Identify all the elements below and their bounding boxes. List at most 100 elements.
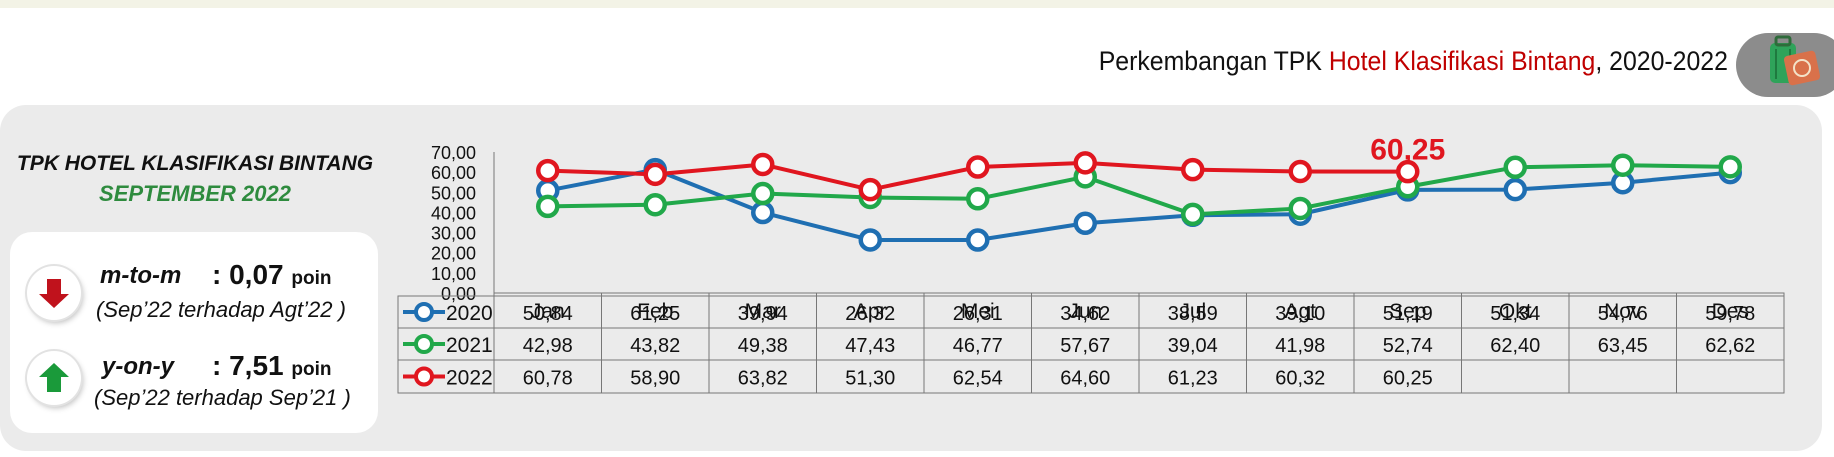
data-table-cell: 34,62 — [1060, 303, 1110, 325]
mtom-note: (Sep’22 terhadap Agt’22 ) — [96, 297, 346, 322]
y-tick-label: 10,00 — [431, 264, 476, 284]
data-point-2020 — [966, 228, 990, 252]
data-table-cell: 39,10 — [1275, 303, 1325, 325]
data-point-2022 — [1073, 151, 1097, 175]
data-point-2021 — [536, 194, 560, 219]
mtom-unit: poin — [291, 268, 332, 289]
series-line-2021 — [547, 163, 1731, 217]
data-table-cell: 38,59 — [1168, 303, 1218, 325]
arrow-down-icon — [39, 279, 69, 308]
page-title: Perkembangan TPK Hotel Klasifikasi Binta… — [1099, 46, 1728, 77]
data-point-2021 — [966, 187, 990, 211]
data-table-cell: 41,98 — [1275, 335, 1325, 357]
y-tick-label: 70,00 — [431, 143, 476, 163]
indicator-card — [10, 232, 378, 433]
legend-marker — [414, 334, 434, 354]
data-point-2022 — [1181, 157, 1205, 182]
data-table-cell: 51,34 — [1490, 303, 1540, 325]
mtom-label: m-to-m — [100, 262, 182, 289]
data-point-2021 — [1503, 155, 1527, 180]
mtom-indicator — [27, 266, 81, 320]
yony-note: (Sep’22 terhadap Sep’21 ) — [94, 385, 351, 410]
data-table-cell: 62,54 — [953, 368, 1003, 390]
data-table-cell: 42,98 — [523, 335, 573, 357]
top-strip — [0, 0, 1834, 8]
yony-unit: poin — [291, 359, 332, 380]
legend-label: 2020 — [446, 302, 493, 325]
data-table-cell: 57,67 — [1060, 335, 1110, 357]
data-point-2021 — [1288, 196, 1312, 221]
mtom-number: : 0,07 — [212, 259, 284, 290]
yony-value: : 7,51 poin — [212, 350, 332, 382]
x-category-label: Nov — [1604, 300, 1642, 323]
data-table-cell: 58,90 — [630, 368, 680, 390]
data-table-cell: 61,25 — [630, 303, 680, 325]
legend-label: 2022 — [446, 367, 493, 390]
data-table-cell: 49,38 — [738, 335, 788, 357]
data-table-cell: 52,74 — [1383, 335, 1433, 357]
legend-label: 2021 — [446, 334, 493, 357]
data-table-cell: 62,40 — [1490, 335, 1540, 357]
x-category-label: Apr — [854, 300, 887, 323]
data-point-2022 — [1288, 159, 1312, 184]
data-point-2022 — [1396, 159, 1420, 184]
y-tick-label: 0,00 — [441, 284, 476, 304]
data-table-cell: 47,43 — [845, 335, 895, 357]
data-table-cell: 50,84 — [523, 303, 573, 325]
data-table-cell: 60,78 — [523, 368, 573, 390]
data-point-2022 — [858, 177, 882, 202]
data-point-2021 — [1611, 153, 1635, 177]
title-suffix: , 2020-2022 — [1595, 46, 1728, 76]
data-table-cell: 63,82 — [738, 368, 788, 390]
arrow-up-icon — [39, 363, 69, 392]
yony-number: : 7,51 — [212, 350, 284, 381]
x-category-label: Jul — [1179, 300, 1206, 323]
data-table-cell: 60,32 — [1275, 368, 1325, 390]
data-table-cell: 54,76 — [1598, 303, 1648, 325]
title-highlight: Hotel Klasifikasi Bintang — [1328, 46, 1596, 76]
title-prefix: Perkembangan TPK — [1098, 46, 1329, 76]
luggage-passport-icon — [1770, 35, 1821, 86]
data-point-2021 — [1718, 155, 1742, 179]
data-table-cell: 26,32 — [845, 303, 895, 325]
mtom-value: : 0,07 poin — [212, 259, 332, 291]
data-table-cell: 39,94 — [738, 303, 788, 325]
data-table-cell: 51,19 — [1383, 303, 1433, 325]
data-table-cell: 59,78 — [1705, 303, 1755, 325]
x-category-label: Feb — [637, 300, 673, 323]
y-tick-label: 50,00 — [431, 183, 476, 203]
data-point-2022 — [751, 152, 775, 177]
x-category-label: Des — [1712, 300, 1749, 323]
data-table-cell: 62,62 — [1705, 335, 1755, 357]
legend-marker — [414, 366, 434, 387]
series-line-2020 — [547, 167, 1731, 243]
x-category-label: Sep — [1389, 300, 1426, 323]
y-tick-label: 30,00 — [431, 224, 476, 244]
data-point-2020 — [858, 228, 882, 252]
y-tick-label: 20,00 — [431, 244, 476, 264]
data-point-2020 — [1503, 177, 1527, 202]
data-point-2022 — [966, 155, 990, 179]
x-category-label: Jan — [531, 300, 565, 323]
data-point-2020 — [1073, 211, 1097, 236]
x-category-label: Mei — [961, 300, 995, 323]
data-point-2022 — [536, 158, 560, 183]
data-point-2020 — [751, 200, 775, 225]
data-table-cell: 26,31 — [953, 303, 1003, 325]
data-table-cell: 61,23 — [1168, 368, 1218, 390]
x-category-label: Mar — [745, 300, 781, 323]
y-tick-label: 40,00 — [431, 203, 476, 223]
data-point-2022 — [643, 162, 667, 187]
x-category-label: Agt — [1284, 300, 1316, 323]
data-table-cell: 64,60 — [1060, 368, 1110, 390]
x-category-label: Okt — [1499, 300, 1532, 323]
data-table-cell: 63,45 — [1598, 335, 1648, 357]
y-tick-label: 60,00 — [431, 163, 476, 183]
data-table-cell: 39,04 — [1168, 335, 1218, 357]
data-point-2021 — [643, 192, 667, 217]
data-point-2021 — [1181, 202, 1205, 227]
yony-indicator — [27, 351, 81, 405]
data-table-cell: 51,30 — [845, 368, 895, 390]
data-table-cell: 60,25 — [1383, 368, 1433, 390]
